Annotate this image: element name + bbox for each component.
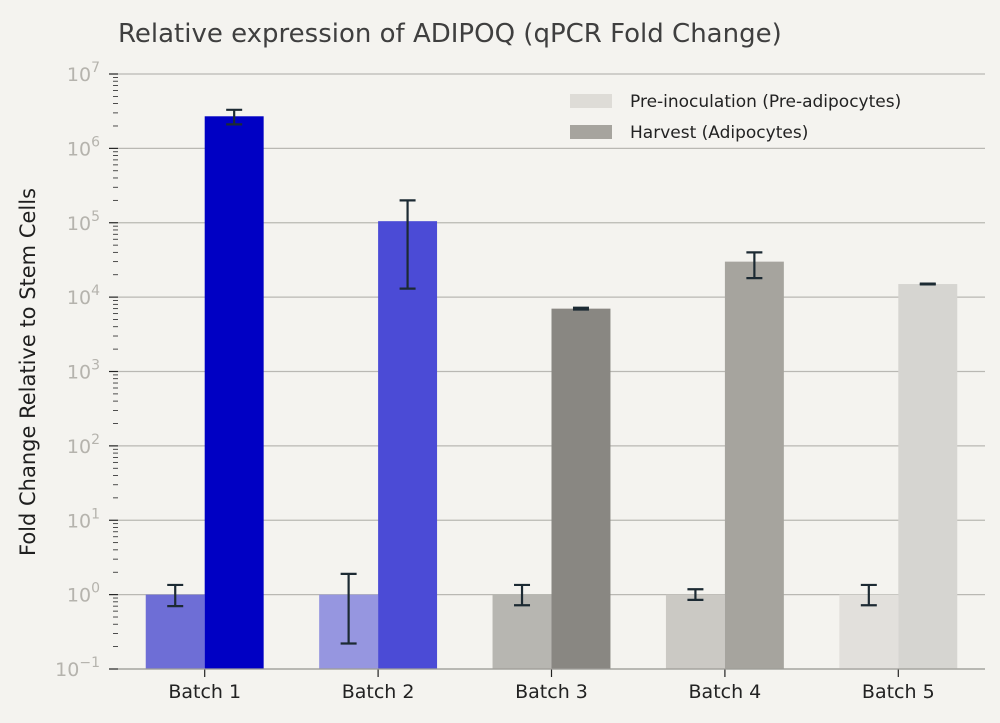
y-tick-label: 10−1 (55, 655, 100, 681)
y-axis-minor-ticks (113, 77, 118, 648)
y-tick-label: 106 (67, 134, 100, 160)
y-tick-label: 104 (67, 283, 100, 309)
x-tick-label: Batch 3 (515, 681, 588, 703)
chart-title: Relative expression of ADIPOQ (qPCR Fold… (118, 19, 782, 49)
error-bars (167, 108, 936, 645)
x-tick-label: Batch 2 (342, 681, 415, 703)
y-tick-label: 105 (67, 209, 100, 235)
bar (724, 261, 784, 669)
legend-swatch-harvest (570, 125, 612, 139)
legend-label-harvest: Harvest (Adipocytes) (630, 123, 808, 143)
y-tick-label: 102 (67, 432, 100, 458)
legend: Pre-inoculation (Pre-adipocytes) Harvest… (570, 92, 901, 143)
bars (145, 116, 958, 670)
y-tick-label: 107 (67, 60, 100, 86)
bar (551, 308, 611, 669)
bar (839, 594, 899, 669)
legend-label-pre-inoculation: Pre-inoculation (Pre-adipocytes) (630, 92, 901, 112)
x-axis-ticks: Batch 1 Batch 2 Batch 3 Batch 4 Batch 5 (118, 668, 985, 703)
y-tick-label: 100 (67, 581, 100, 607)
y-axis-label: Fold Change Relative to Stem Cells (16, 188, 40, 556)
bar (378, 221, 438, 669)
y-tick-label: 101 (67, 506, 100, 532)
bar (204, 116, 264, 670)
legend-swatch-pre-inoculation (570, 94, 612, 108)
y-axis-ticks: 10−1 100 101 102 103 104 105 106 107 (55, 60, 118, 681)
bar (898, 284, 958, 669)
y-tick-label: 103 (67, 358, 100, 384)
bar (492, 594, 552, 669)
x-tick-label: Batch 1 (168, 681, 241, 703)
x-tick-label: Batch 4 (689, 681, 762, 703)
x-tick-label: Batch 5 (862, 681, 935, 703)
bar (665, 594, 725, 669)
